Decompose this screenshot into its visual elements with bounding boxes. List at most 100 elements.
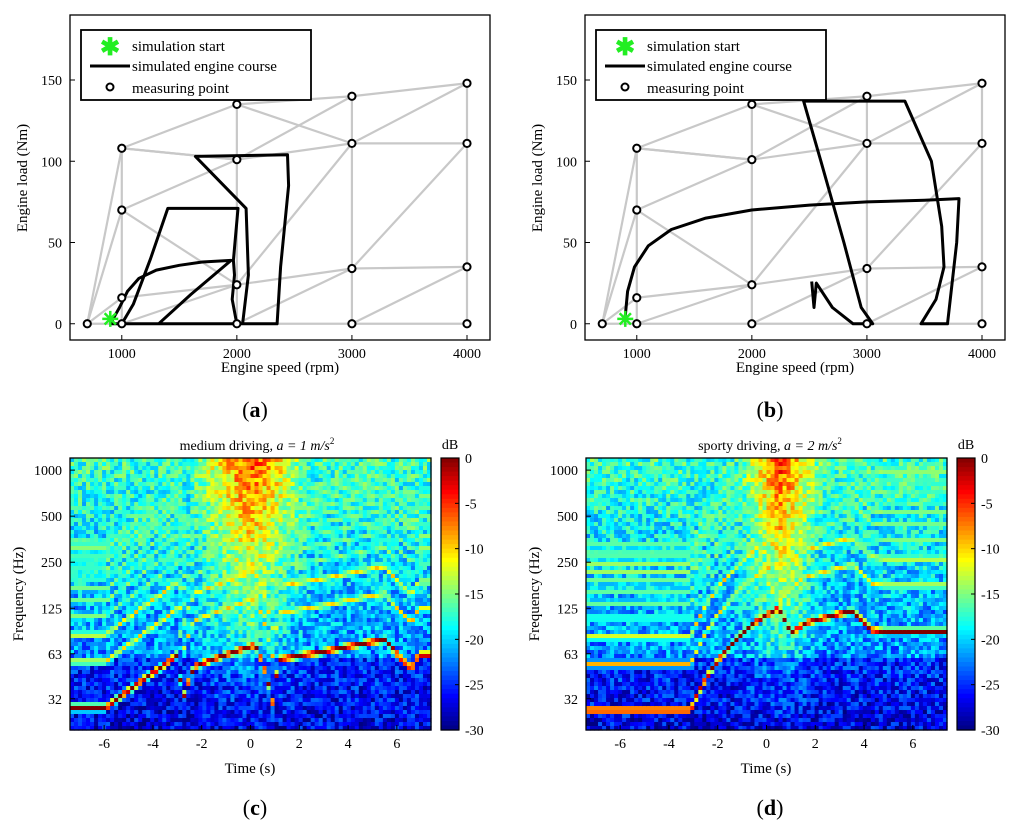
spectrogram-cell xyxy=(258,462,264,467)
spectrogram-cell xyxy=(226,510,232,515)
spectrogram-cell xyxy=(126,622,131,627)
spectrogram-cell xyxy=(334,470,340,475)
spectrogram-cell xyxy=(174,686,179,691)
spectrogram-cell xyxy=(206,666,211,671)
spectrogram-cell xyxy=(94,686,99,691)
spectrogram-cell xyxy=(86,702,91,707)
spectrogram-cell xyxy=(146,586,151,591)
spectrogram-cell xyxy=(122,554,127,559)
spectrogram-cell xyxy=(138,510,143,515)
spectrogram-cell xyxy=(218,614,224,619)
spectrogram-cell xyxy=(94,482,99,487)
spectrogram-cell xyxy=(294,562,300,567)
spectrogram-cell xyxy=(330,474,336,479)
spectrogram-cell xyxy=(118,622,123,627)
spectrogram-cell xyxy=(330,562,336,567)
spectrogram-cell xyxy=(78,634,83,639)
spectrogram-cell xyxy=(326,578,332,583)
spectrogram-cell xyxy=(294,702,300,707)
spectrogram-cell xyxy=(142,698,147,703)
spectrogram-cell xyxy=(334,618,340,623)
spectrogram-cell xyxy=(138,570,143,575)
spectrogram-cell xyxy=(302,706,308,711)
spectrogram-cell xyxy=(294,610,300,615)
spectrogram-cell xyxy=(98,630,103,635)
spectrogram-cell xyxy=(210,642,215,647)
spectrogram-cell xyxy=(82,718,87,723)
spectrogram-cell xyxy=(82,606,87,611)
spectrogram-cell xyxy=(106,722,111,727)
spectrogram-cell xyxy=(222,726,228,731)
spectrogram-cell xyxy=(274,478,280,483)
spectrogram-cell xyxy=(334,630,340,635)
spectrogram-cell xyxy=(198,546,203,551)
spectrogram-cell xyxy=(150,490,155,495)
spectrogram-cell xyxy=(118,642,123,647)
spectrogram-cell xyxy=(126,534,131,539)
spectrogram-cell xyxy=(326,490,332,495)
spectrogram-cell xyxy=(170,722,175,727)
spectrogram-cell xyxy=(338,634,344,639)
spectrogram-cell xyxy=(122,510,127,515)
spectrogram-cell xyxy=(150,658,155,663)
spectrogram-cell xyxy=(118,626,123,631)
spectrogram-cell xyxy=(338,490,344,495)
spectrogram-cell xyxy=(262,518,268,523)
spectrogram-cell xyxy=(110,654,115,659)
spectrogram-cell xyxy=(158,486,163,491)
spectrogram-cell xyxy=(110,506,115,511)
spectrogram-cell xyxy=(182,586,187,591)
spectrogram-cell xyxy=(222,582,228,587)
spectrogram-cell xyxy=(110,598,115,603)
spectrogram-cell xyxy=(210,550,215,555)
spectrogram-cell xyxy=(86,598,91,603)
spectrogram-cell xyxy=(90,566,95,571)
spectrogram-cell xyxy=(306,678,312,683)
spectrogram-cell xyxy=(226,534,232,539)
legend-start-symbol: ✱ xyxy=(615,35,635,61)
spectrogram-cell xyxy=(82,650,87,655)
spectrogram-cell xyxy=(306,502,312,507)
spectrogram-cell xyxy=(274,522,280,527)
spectrogram-cell xyxy=(174,702,179,707)
spectrogram-cell xyxy=(242,490,248,495)
spectrogram-cell xyxy=(182,458,187,463)
spectrogram-cell xyxy=(114,606,119,611)
spectrogram-cell xyxy=(330,618,336,623)
spectrogram-cell xyxy=(338,642,344,647)
spectrogram-cell xyxy=(142,562,147,567)
spectrogram-cell xyxy=(106,654,111,659)
spectrogram-cell xyxy=(346,510,352,515)
spectrogram-cell xyxy=(114,710,119,715)
spectrogram-cell xyxy=(166,574,171,579)
spectrogram-cell xyxy=(330,558,336,563)
spectrogram-cell xyxy=(186,662,191,667)
measuring-points xyxy=(597,78,987,329)
spectrogram-cell xyxy=(178,642,183,647)
spectrogram-cell xyxy=(78,510,83,515)
spectrogram-cell xyxy=(230,698,236,703)
spectrogram-cell xyxy=(310,726,316,731)
spectrogram-cell xyxy=(150,698,155,703)
spectrogram-cell xyxy=(134,634,139,639)
spectrogram-cell xyxy=(350,466,356,471)
spectrogram-cell xyxy=(290,686,296,691)
spectrogram-cell xyxy=(298,574,304,579)
spectrogram-cell xyxy=(250,458,256,463)
spectrogram-cell xyxy=(350,526,356,531)
spectrogram-cell xyxy=(346,490,352,495)
spectrogram-cell xyxy=(146,674,151,679)
spectrogram-cell xyxy=(234,702,240,707)
spectrogram-cell xyxy=(290,722,296,727)
spectrogram-cell xyxy=(346,658,352,663)
spectrogram-cell xyxy=(330,602,336,607)
spectrogram-cell xyxy=(186,722,191,727)
spectrogram-cell xyxy=(278,666,284,671)
spectrogram-cell xyxy=(190,558,195,563)
spectrogram-cell xyxy=(126,486,131,491)
spectrogram-cell xyxy=(306,482,312,487)
spectrogram-cell xyxy=(82,658,87,663)
spectrogram-cell xyxy=(230,726,236,731)
spectrogram-cell xyxy=(162,486,167,491)
spectrogram-cell xyxy=(174,630,179,635)
